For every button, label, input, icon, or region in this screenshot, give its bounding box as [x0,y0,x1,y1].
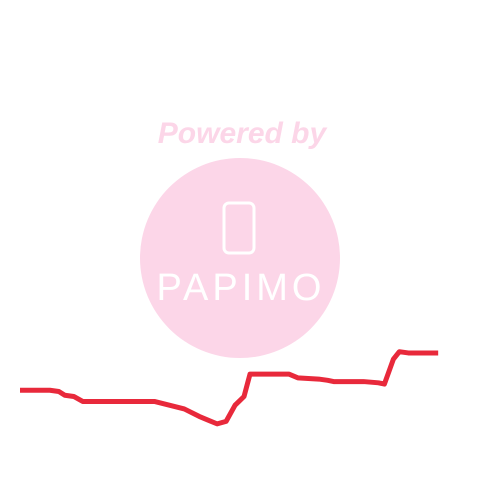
watermark-text: PAPIMO [157,267,326,309]
data-line [20,349,439,427]
watermark-text: Powered by [158,117,328,150]
watermark-circle [140,158,340,358]
watermark-phone [222,201,256,255]
plot [20,349,439,427]
